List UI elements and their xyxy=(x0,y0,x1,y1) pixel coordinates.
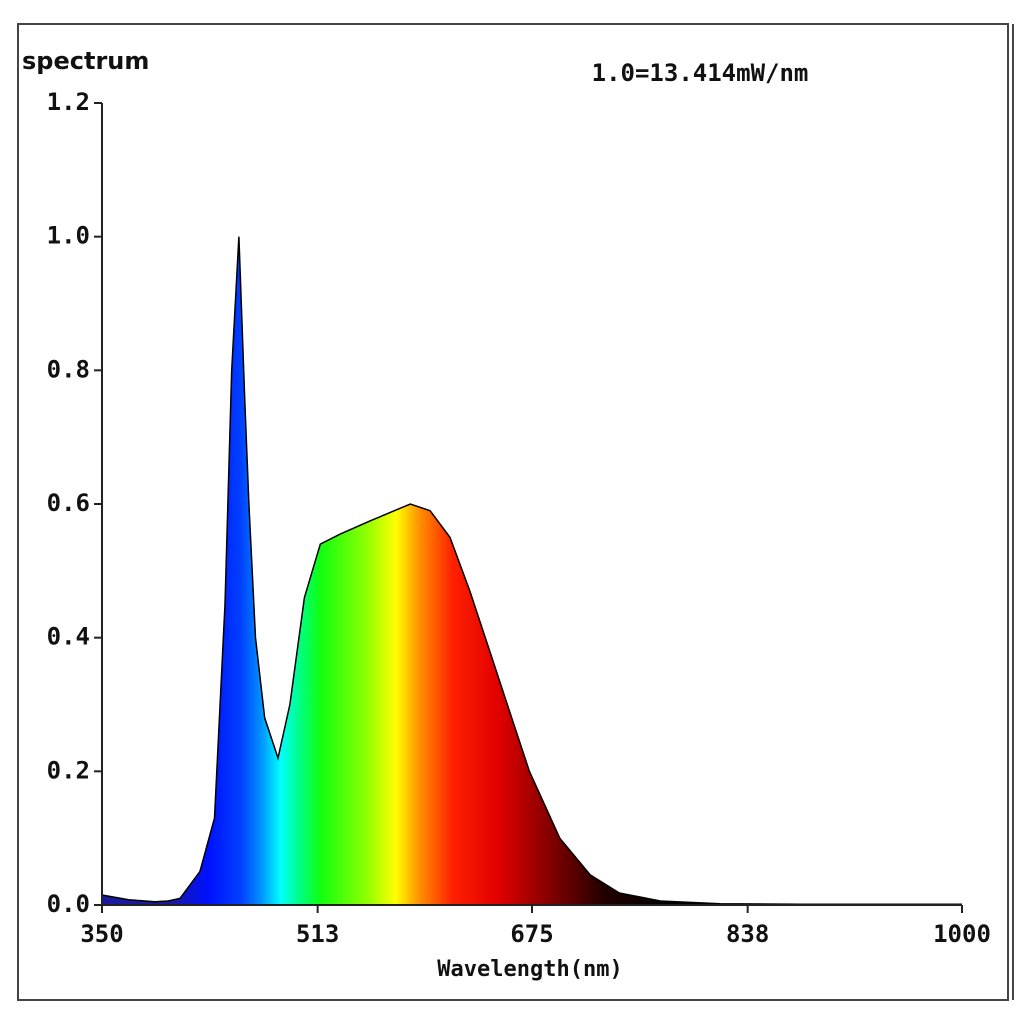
y-tick-label: 0.6 xyxy=(47,489,90,517)
x-tick-label: 675 xyxy=(510,920,553,948)
y-tick-label: 0.4 xyxy=(47,623,90,651)
spectrum-area xyxy=(102,236,962,905)
frame xyxy=(17,23,1009,1001)
y-tick-label: 0.8 xyxy=(47,355,90,383)
y-axis-label: spectrum xyxy=(22,47,149,75)
x-axis-label: Wavelength(nm) xyxy=(437,957,622,982)
y-tick-label: 0.0 xyxy=(47,890,90,918)
x-tick-label: 1000 xyxy=(933,920,991,948)
y-tick-label: 0.2 xyxy=(47,756,90,784)
annotation: 1.0=13.414mW/nm xyxy=(592,59,809,87)
x-tick-label: 350 xyxy=(80,920,123,948)
x-tick-label: 838 xyxy=(726,920,769,948)
x-tick-label: 513 xyxy=(296,920,339,948)
y-tick-label: 1.0 xyxy=(47,222,90,250)
spectrum-line xyxy=(101,236,962,906)
y-tick-label: 1.2 xyxy=(47,88,90,116)
plot-area xyxy=(101,236,962,906)
